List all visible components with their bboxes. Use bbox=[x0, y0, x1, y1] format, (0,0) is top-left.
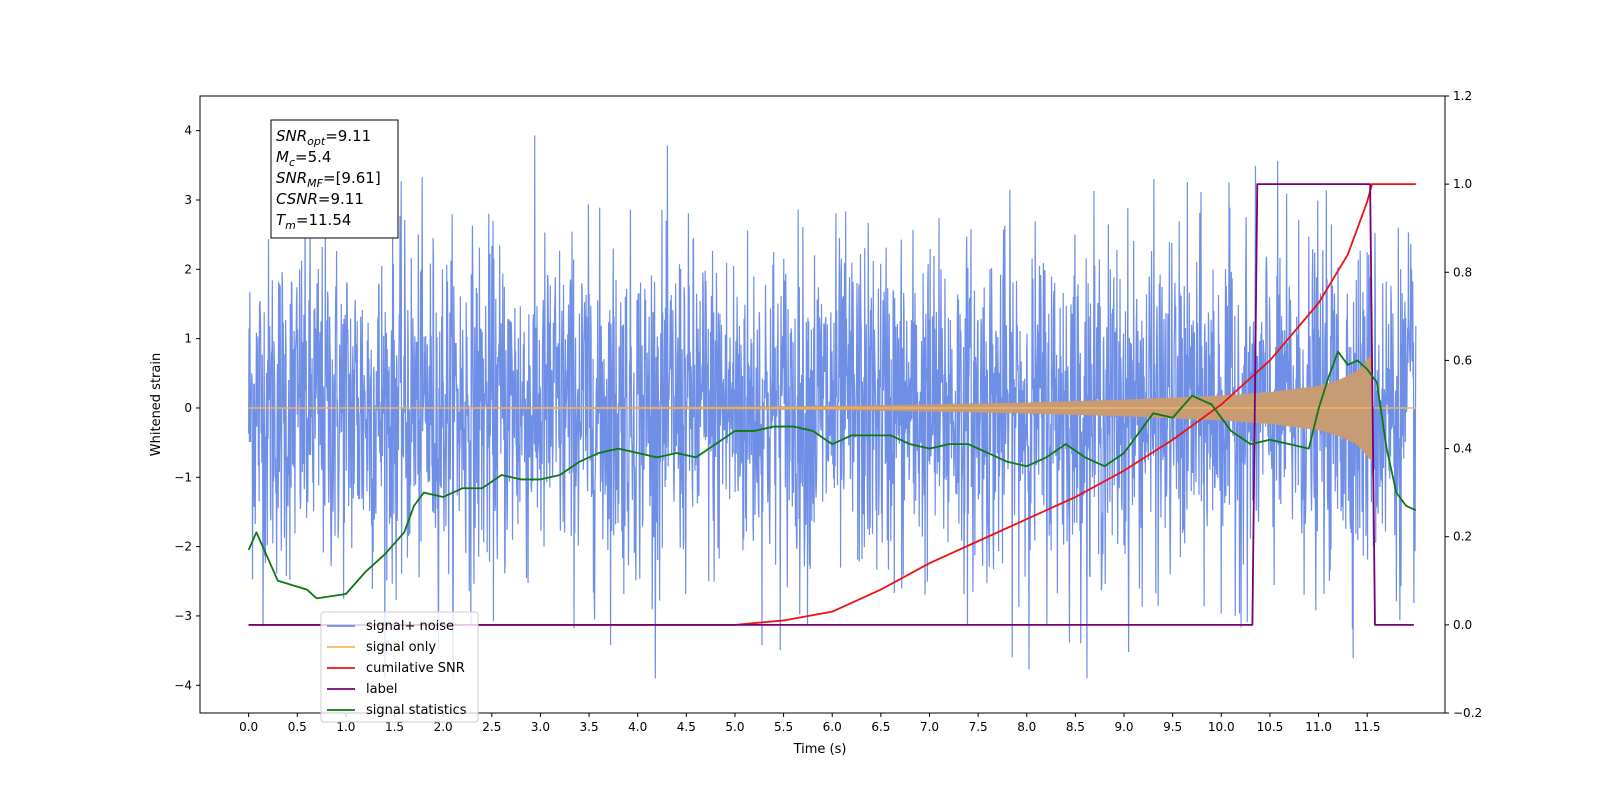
x-tick-label: 3.5 bbox=[580, 720, 599, 734]
y2-tick-label: 0.6 bbox=[1453, 353, 1472, 367]
info-line: SNRMF=[9.61] bbox=[276, 169, 381, 190]
legend-label: cumilative SNR bbox=[366, 661, 465, 676]
x-tick-label: 5.5 bbox=[774, 720, 793, 734]
x-tick-label: 6.0 bbox=[823, 720, 842, 734]
series-signal-statistics bbox=[247, 350, 1417, 600]
y2-tick-label: 1.2 bbox=[1453, 89, 1472, 103]
info-box-frame bbox=[270, 119, 399, 239]
x-tick-label: 3.0 bbox=[531, 720, 550, 734]
x-tick-label: 0.5 bbox=[288, 720, 307, 734]
x-tick-label: 10.0 bbox=[1208, 720, 1235, 734]
y-tick-label: −1 bbox=[174, 470, 192, 484]
y2-tick-label: 0.2 bbox=[1453, 530, 1472, 544]
x-tick-label: 8.0 bbox=[1017, 720, 1036, 734]
info-line: CSNR=9.11 bbox=[276, 190, 364, 208]
legend-label: label bbox=[366, 682, 397, 697]
x-tick-label: 4.5 bbox=[677, 720, 696, 734]
x-tick-label: 1.0 bbox=[336, 720, 355, 734]
y2-tick-label: 1.0 bbox=[1453, 177, 1472, 191]
series-cumulative-snr bbox=[248, 183, 1416, 626]
legend: signal+ noise signal only cumilative SNR la… bbox=[320, 611, 479, 723]
x-tick-label: 1.5 bbox=[385, 720, 404, 734]
legend-label: signal only bbox=[366, 640, 436, 655]
x-tick-label: 7.0 bbox=[920, 720, 939, 734]
y-axis-left: 4 3 2 1 0 −1 −2 −3 −4 bbox=[174, 124, 200, 692]
x-axis: 0.0 0.5 1.0 1.5 2.0 2.5 3.0 3.5 4.0 4.5 5.0 5.5 6.0 6… bbox=[239, 713, 1381, 734]
x-tick-label: 8.5 bbox=[1066, 720, 1085, 734]
legend-label: signal statistics bbox=[366, 703, 467, 718]
x-tick-label: 6.5 bbox=[871, 720, 890, 734]
x-tick-label: 7.5 bbox=[969, 720, 988, 734]
y-tick-label: −3 bbox=[174, 609, 192, 623]
x-tick-label: 5.0 bbox=[725, 720, 744, 734]
y2-tick-label: 0.4 bbox=[1453, 442, 1472, 456]
x-tick-label: 10.5 bbox=[1257, 720, 1284, 734]
y-axis-right: 1.2 1.0 0.8 0.6 0.4 0.2 0.0 −0.2 bbox=[1445, 89, 1482, 720]
x-axis-label: Time (s) bbox=[793, 742, 847, 757]
y2-tick-label: 0.8 bbox=[1453, 265, 1472, 279]
y-tick-label: −4 bbox=[174, 678, 192, 692]
series-label bbox=[248, 183, 1414, 626]
x-tick-label: 9.5 bbox=[1163, 720, 1182, 734]
y-tick-label: 0 bbox=[184, 401, 192, 415]
x-tick-label: 0.0 bbox=[239, 720, 258, 734]
y-tick-label: −2 bbox=[174, 540, 192, 554]
y-tick-label: 1 bbox=[184, 332, 192, 346]
info-line: Mc=5.4 bbox=[276, 148, 331, 169]
y-tick-label: 3 bbox=[184, 193, 192, 207]
x-tick-label: 2.5 bbox=[482, 720, 501, 734]
x-tick-label: 4.0 bbox=[628, 720, 647, 734]
legend-frame bbox=[320, 611, 479, 723]
x-tick-label: 9.0 bbox=[1114, 720, 1133, 734]
y-axis-label: Whitened strain bbox=[149, 353, 164, 456]
info-line: Tm=11.54 bbox=[276, 211, 351, 232]
plot-frame bbox=[199, 95, 1446, 714]
series-signal-noise bbox=[248, 135, 1417, 679]
x-tick-label: 11.0 bbox=[1305, 720, 1332, 734]
plot-area bbox=[247, 135, 1417, 679]
legend-label: signal+ noise bbox=[366, 619, 454, 634]
x-tick-label: 2.0 bbox=[434, 720, 453, 734]
y2-tick-label: −0.2 bbox=[1453, 706, 1482, 720]
y2-tick-label: 0.0 bbox=[1453, 618, 1472, 632]
y-tick-label: 2 bbox=[184, 262, 192, 276]
x-tick-label: 11.5 bbox=[1354, 720, 1381, 734]
y-tick-label: 4 bbox=[184, 124, 192, 138]
info-line: SNRopt=9.11 bbox=[276, 127, 371, 148]
